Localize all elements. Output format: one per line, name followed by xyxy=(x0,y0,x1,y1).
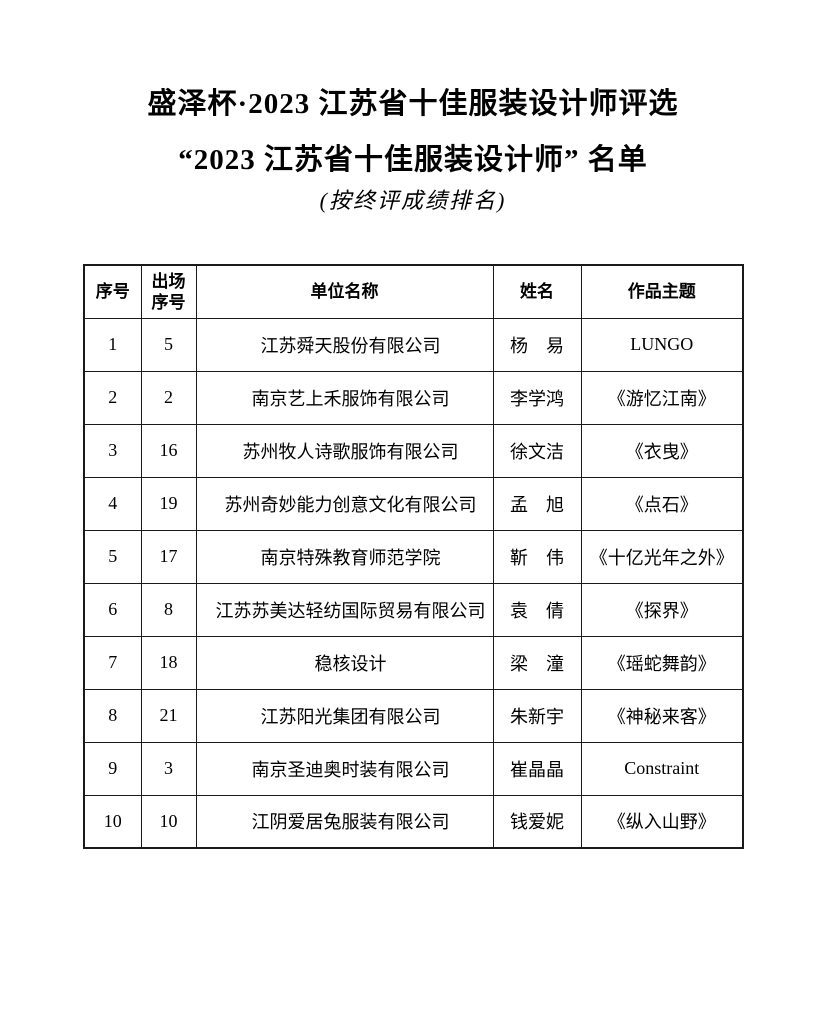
document-subtitle-note: (按终评成绩排名) xyxy=(319,188,507,213)
cell-work-theme: 《衣曳》 xyxy=(580,423,744,478)
cell-organization: 江苏阳光集团有限公司 xyxy=(195,688,494,743)
cell-designer-name: 袁 倩 xyxy=(492,582,582,637)
table-header-row: 序号 出场 序号 单位名称 姓名 作品主题 xyxy=(83,264,744,319)
cell-work-theme: 《点石》 xyxy=(580,476,744,531)
table-row: 1 5 江苏舜天股份有限公司 杨 易 LUNGO xyxy=(83,317,744,372)
cell-entry-number: 16 xyxy=(140,423,197,478)
results-table: 序号 出场 序号 单位名称 姓名 作品主题 1 5 江苏舜天股份有限公司 杨 易… xyxy=(83,264,744,849)
cell-work-theme: 《纵入山野》 xyxy=(580,794,744,849)
table-row: 4 19 苏州奇妙能力创意文化有限公司 孟 旭 《点石》 xyxy=(83,476,744,531)
cell-entry-number: 10 xyxy=(140,794,197,849)
header-rank: 序号 xyxy=(83,264,142,319)
table-row: 9 3 南京圣迪奥时装有限公司 崔晶晶 Constraint xyxy=(83,741,744,796)
cell-organization: 江苏舜天股份有限公司 xyxy=(195,317,494,372)
cell-entry-number: 21 xyxy=(140,688,197,743)
header-organization: 单位名称 xyxy=(195,264,494,319)
cell-rank: 2 xyxy=(83,370,142,425)
cell-entry-number: 2 xyxy=(140,370,197,425)
cell-designer-name: 李学鸿 xyxy=(492,370,582,425)
cell-rank: 5 xyxy=(83,529,142,584)
cell-work-theme: 《十亿光年之外》 xyxy=(580,529,744,584)
cell-entry-number: 18 xyxy=(140,635,197,690)
cell-organization: 江苏苏美达轻纺国际贸易有限公司 xyxy=(195,582,494,637)
cell-designer-name: 崔晶晶 xyxy=(492,741,582,796)
cell-designer-name: 孟 旭 xyxy=(492,476,582,531)
cell-designer-name: 梁 潼 xyxy=(492,635,582,690)
cell-entry-number: 3 xyxy=(140,741,197,796)
cell-entry-number: 5 xyxy=(140,317,197,372)
cell-designer-name: 钱爱妮 xyxy=(492,794,582,849)
cell-rank: 8 xyxy=(83,688,142,743)
cell-work-theme: 《探界》 xyxy=(580,582,744,637)
document-title-line2: “2023 江苏省十佳服装设计师” 名单 xyxy=(178,144,648,176)
cell-organization: 苏州奇妙能力创意文化有限公司 xyxy=(195,476,494,531)
cell-rank: 4 xyxy=(83,476,142,531)
header-designer-name: 姓名 xyxy=(492,264,582,319)
cell-work-theme: LUNGO xyxy=(580,317,744,372)
cell-entry-number: 17 xyxy=(140,529,197,584)
cell-entry-number: 8 xyxy=(140,582,197,637)
cell-designer-name: 靳 伟 xyxy=(492,529,582,584)
cell-rank: 6 xyxy=(83,582,142,637)
cell-rank: 10 xyxy=(83,794,142,849)
cell-organization: 南京特殊教育师范学院 xyxy=(195,529,494,584)
cell-organization: 苏州牧人诗歌服饰有限公司 xyxy=(195,423,494,478)
cell-organization: 南京圣迪奥时装有限公司 xyxy=(195,741,494,796)
cell-rank: 3 xyxy=(83,423,142,478)
table-row: 7 18 稳核设计 梁 潼 《瑶蛇舞韵》 xyxy=(83,635,744,690)
table-row: 5 17 南京特殊教育师范学院 靳 伟 《十亿光年之外》 xyxy=(83,529,744,584)
header-entry-number: 出场 序号 xyxy=(140,264,197,319)
table-row: 2 2 南京艺上禾服饰有限公司 李学鸿 《游忆江南》 xyxy=(83,370,744,425)
table-row: 8 21 江苏阳光集团有限公司 朱新宇 《神秘来客》 xyxy=(83,688,744,743)
cell-work-theme: 《神秘来客》 xyxy=(580,688,744,743)
table-row: 10 10 江阴爱居兔服装有限公司 钱爱妮 《纵入山野》 xyxy=(83,794,744,849)
cell-organization: 南京艺上禾服饰有限公司 xyxy=(195,370,494,425)
cell-rank: 7 xyxy=(83,635,142,690)
cell-work-theme: 《瑶蛇舞韵》 xyxy=(580,635,744,690)
cell-designer-name: 朱新宇 xyxy=(492,688,582,743)
cell-work-theme: Constraint xyxy=(580,741,744,796)
cell-rank: 1 xyxy=(83,317,142,372)
cell-rank: 9 xyxy=(83,741,142,796)
cell-organization: 稳核设计 xyxy=(195,635,494,690)
header-work-theme: 作品主题 xyxy=(580,264,744,319)
cell-designer-name: 徐文洁 xyxy=(492,423,582,478)
cell-designer-name: 杨 易 xyxy=(492,317,582,372)
cell-organization: 江阴爱居兔服装有限公司 xyxy=(195,794,494,849)
table-row: 3 16 苏州牧人诗歌服饰有限公司 徐文洁 《衣曳》 xyxy=(83,423,744,478)
cell-entry-number: 19 xyxy=(140,476,197,531)
document-title-line1: 盛泽杯·2023 江苏省十佳服装设计师评选 xyxy=(147,88,679,120)
cell-work-theme: 《游忆江南》 xyxy=(580,370,744,425)
table-row: 6 8 江苏苏美达轻纺国际贸易有限公司 袁 倩 《探界》 xyxy=(83,582,744,637)
